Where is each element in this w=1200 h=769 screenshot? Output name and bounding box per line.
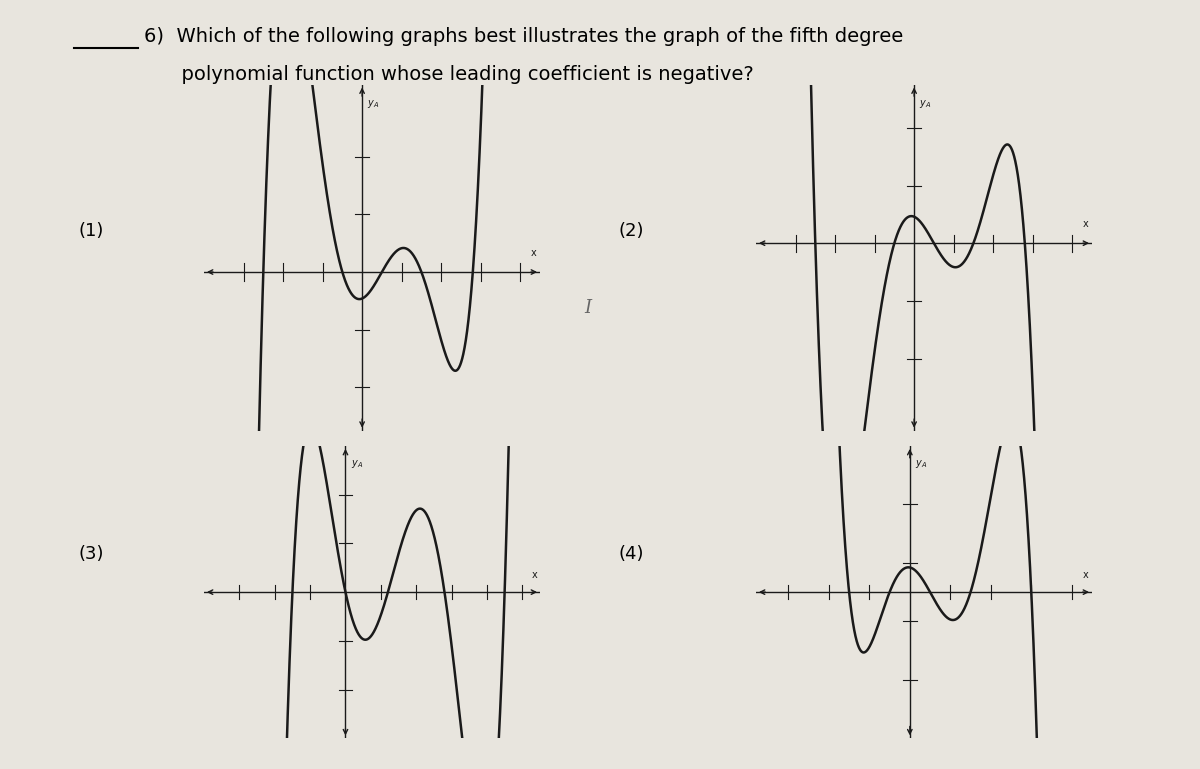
- Text: $y_A$: $y_A$: [914, 458, 928, 470]
- Text: x: x: [532, 248, 536, 258]
- Text: $y_A$: $y_A$: [919, 98, 931, 111]
- Text: x: x: [1084, 219, 1088, 229]
- Text: (1): (1): [78, 221, 103, 240]
- Text: x: x: [1084, 571, 1088, 581]
- Text: (2): (2): [618, 221, 643, 240]
- Text: $y_A$: $y_A$: [350, 458, 362, 470]
- Text: x: x: [532, 571, 538, 581]
- Text: (4): (4): [618, 544, 643, 563]
- Text: polynomial function whose leading coefficient is negative?: polynomial function whose leading coeffi…: [144, 65, 754, 85]
- Text: 6)  Which of the following graphs best illustrates the graph of the fifth degree: 6) Which of the following graphs best il…: [144, 27, 904, 46]
- Text: (3): (3): [78, 544, 103, 563]
- Text: I: I: [584, 298, 592, 317]
- Text: $y_A$: $y_A$: [367, 98, 379, 111]
